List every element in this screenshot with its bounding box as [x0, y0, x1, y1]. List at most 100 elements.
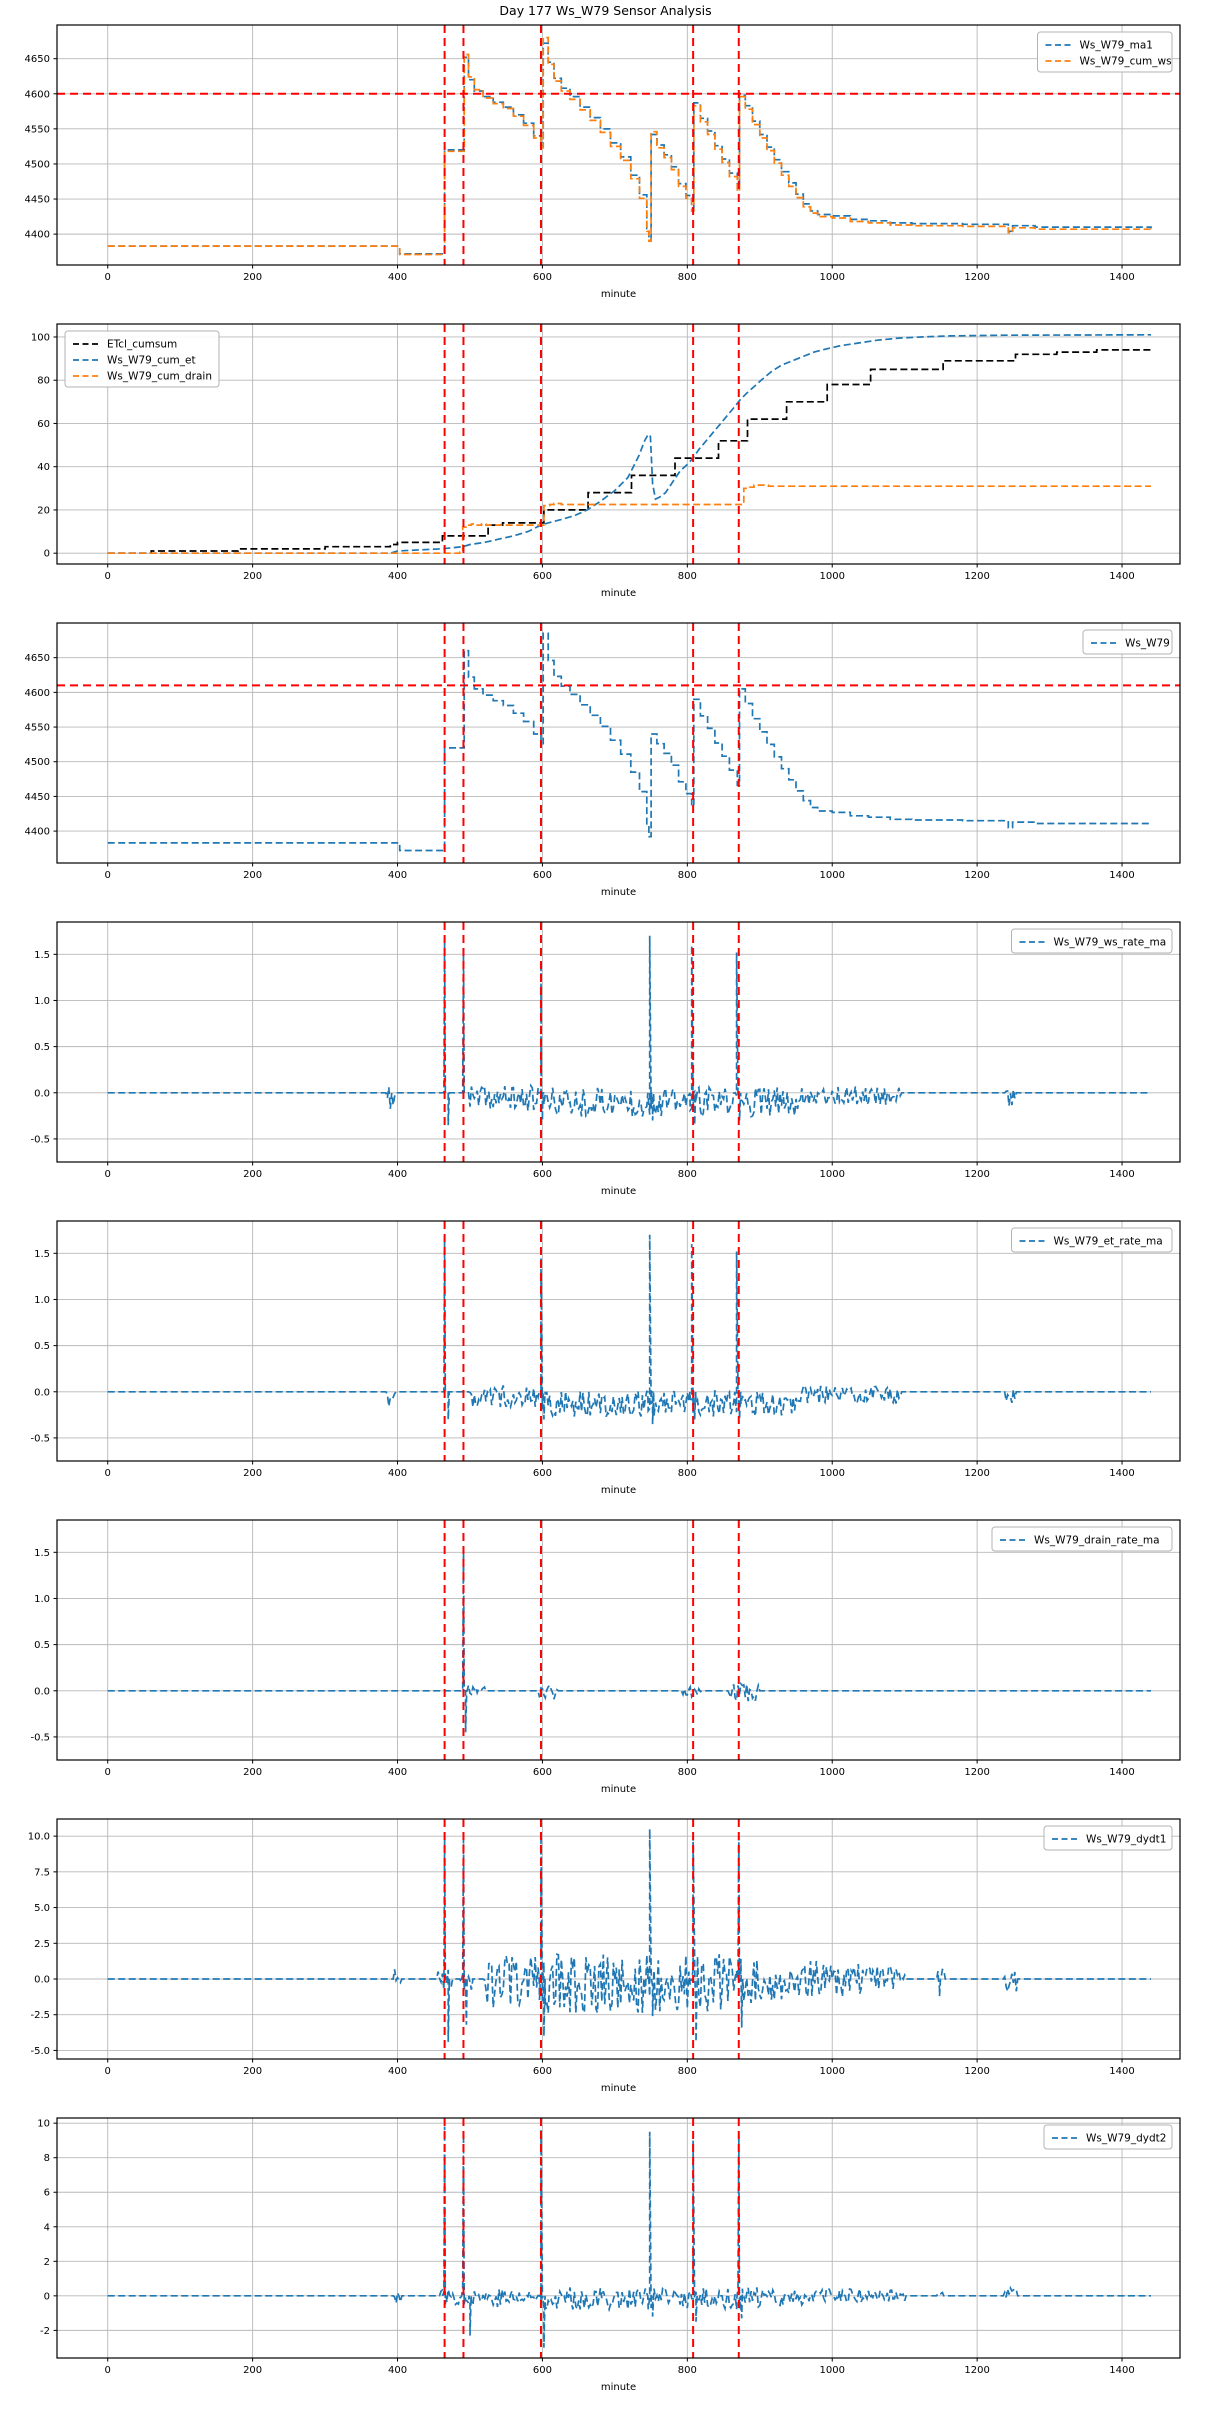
legend: Ws_W79_et_rate_ma [1011, 1227, 1173, 1253]
svg-text:1200: 1200 [964, 870, 989, 881]
svg-text:60: 60 [37, 419, 50, 430]
svg-text:6: 6 [44, 2188, 50, 2199]
svg-text:1400: 1400 [1109, 2365, 1134, 2376]
svg-text:1.0: 1.0 [34, 1594, 50, 1605]
svg-text:400: 400 [388, 272, 407, 283]
svg-text:-0.5: -0.5 [30, 1433, 50, 1444]
svg-text:0: 0 [105, 272, 111, 283]
svg-text:4650: 4650 [25, 653, 50, 664]
x-axis-label: minute [601, 588, 636, 599]
Ws_W79_dydt2-line [107, 2126, 1151, 2348]
panel-dydt2: 0 200 400 600 800 1000 1200 1400 -2 0 2 4 6 8 10 minute… [37, 2117, 1181, 2393]
axes-frame [56, 2117, 1181, 2359]
svg-text:800: 800 [678, 272, 697, 283]
svg-text:80: 80 [37, 376, 50, 387]
svg-text:600: 600 [533, 2066, 552, 2077]
axes-frame [56, 1220, 1181, 1462]
x-axis-label: minute [601, 887, 636, 898]
x-axis-label: minute [601, 289, 636, 300]
panel-et-rate: 0 200 400 600 800 1000 1200 1400 -0.5 0.0 0.5 1.0 1.… [30, 1220, 1181, 1496]
svg-text:-2.5: -2.5 [30, 2010, 50, 2021]
svg-text:4550: 4550 [25, 124, 50, 135]
panel-dydt1: 0 200 400 600 800 1000 1200 1400 -5.0 -2.5 0.0 2.5 5… [28, 1818, 1181, 2094]
Ws_W79_cum_et-line [107, 333, 1152, 555]
svg-text:1000: 1000 [820, 2066, 845, 2077]
panel-drain-rate: 0 200 400 600 800 1000 1200 1400 -0.5 0.0 0.5 1.0 1.… [30, 1519, 1181, 1795]
grid [57, 1819, 1180, 2059]
svg-text:800: 800 [678, 1169, 697, 1180]
svg-text:4550: 4550 [25, 723, 50, 734]
svg-text:200: 200 [243, 571, 262, 582]
svg-text:1.5: 1.5 [34, 950, 50, 961]
Ws_W79_et_rate_ma-line [107, 1234, 1151, 1425]
Ws_W79_cum_drain-line [107, 484, 1151, 555]
tick-labels: 0 200 400 600 800 1000 1200 1400 -5.0 -2.5 0.0 2.5 5… [28, 1832, 1135, 2077]
x-axis-label: minute [601, 2083, 636, 2094]
figure-title: Day 177 Ws_W79 Sensor Analysis [499, 3, 712, 18]
x-axis-label: minute [601, 1485, 636, 1496]
axes-frame [56, 1818, 1181, 2060]
svg-text:600: 600 [533, 1169, 552, 1180]
svg-text:800: 800 [678, 571, 697, 582]
svg-text:1.5: 1.5 [34, 1548, 50, 1559]
legend: Ws_W79 [1082, 629, 1173, 655]
svg-text:200: 200 [243, 2066, 262, 2077]
svg-text:1200: 1200 [964, 1767, 989, 1778]
svg-text:0: 0 [105, 2365, 111, 2376]
svg-text:0: 0 [105, 1468, 111, 1479]
svg-text:8: 8 [44, 2153, 50, 2164]
svg-text:1400: 1400 [1109, 272, 1134, 283]
svg-text:1200: 1200 [964, 1468, 989, 1479]
svg-text:4450: 4450 [25, 792, 50, 803]
svg-text:600: 600 [533, 870, 552, 881]
svg-text:4600: 4600 [25, 688, 50, 699]
svg-text:40: 40 [37, 462, 50, 473]
svg-text:400: 400 [388, 2365, 407, 2376]
svg-text:800: 800 [678, 1468, 697, 1479]
svg-text:1400: 1400 [1109, 571, 1134, 582]
legend: Ws_W79_dydt2 [1043, 2124, 1173, 2150]
svg-text:0: 0 [44, 549, 50, 560]
svg-text:200: 200 [243, 1767, 262, 1778]
Ws_W79_dydt1-line [107, 1828, 1151, 2042]
grid [57, 25, 1180, 265]
svg-text:1.0: 1.0 [34, 996, 50, 1007]
tick-labels: 0 200 400 600 800 1000 1200 1400 4400 4450 4500 455… [25, 54, 1135, 283]
svg-text:1200: 1200 [964, 571, 989, 582]
legend: Ws_W79_ma1 Ws_W79_cum_ws [1037, 31, 1173, 73]
svg-text:100: 100 [31, 332, 50, 343]
svg-text:1000: 1000 [820, 1767, 845, 1778]
svg-text:600: 600 [533, 2365, 552, 2376]
legend: Ws_W79_dydt1 [1043, 1825, 1173, 1851]
svg-text:1200: 1200 [964, 1169, 989, 1180]
svg-text:0: 0 [105, 2066, 111, 2077]
svg-text:200: 200 [243, 1169, 262, 1180]
svg-text:400: 400 [388, 870, 407, 881]
svg-text:600: 600 [533, 1468, 552, 1479]
x-axis-label: minute [601, 1784, 636, 1795]
legend-label-Ws_W79_ws_rate_ma: Ws_W79_ws_rate_ma [1054, 937, 1167, 949]
axes-frame [56, 1519, 1181, 1761]
svg-text:1200: 1200 [964, 2365, 989, 2376]
tick-labels: 0 200 400 600 800 1000 1200 1400 -0.5 0.0 0.5 1.0 1.… [30, 1548, 1134, 1778]
svg-text:1000: 1000 [820, 1169, 845, 1180]
svg-text:1200: 1200 [964, 2066, 989, 2077]
svg-text:0: 0 [105, 870, 111, 881]
svg-text:0: 0 [105, 1767, 111, 1778]
legend-label-Ws_W79_cum_ws: Ws_W79_cum_ws [1080, 56, 1172, 68]
svg-text:1400: 1400 [1109, 1767, 1134, 1778]
svg-text:1000: 1000 [820, 272, 845, 283]
svg-text:1400: 1400 [1109, 1468, 1134, 1479]
svg-text:2.5: 2.5 [34, 1939, 50, 1950]
svg-text:0: 0 [105, 1169, 111, 1180]
svg-text:0.5: 0.5 [34, 1640, 50, 1651]
svg-text:400: 400 [388, 2066, 407, 2077]
svg-text:0.0: 0.0 [34, 1686, 50, 1697]
svg-text:5.0: 5.0 [34, 1903, 50, 1914]
svg-text:4650: 4650 [25, 54, 50, 65]
legend-label-Ws_W79: Ws_W79 [1125, 638, 1170, 650]
svg-text:800: 800 [678, 1767, 697, 1778]
svg-text:7.5: 7.5 [34, 1867, 50, 1878]
Ws_W79-line [107, 632, 1152, 852]
